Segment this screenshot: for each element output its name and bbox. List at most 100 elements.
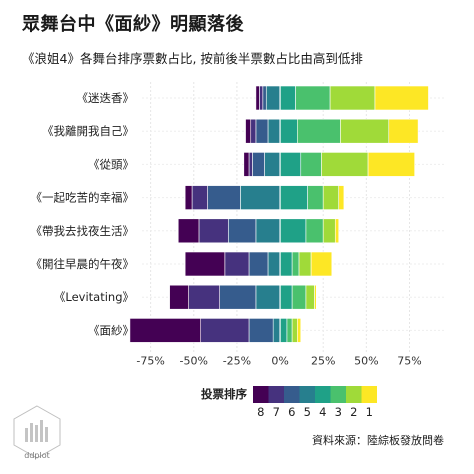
bar-segment-rank-3 [286, 318, 293, 343]
legend-title: 投票排序 [201, 387, 247, 401]
bar-segment-rank-3 [305, 218, 324, 244]
chart-title: 眾舞台中《面紗》明顯落後 [22, 14, 244, 35]
legend-swatch-1 [361, 386, 377, 403]
legend-label: 5 [304, 405, 311, 419]
bar-segment-rank-2 [305, 284, 315, 310]
bar-segment-rank-7 [198, 218, 229, 244]
bar-segment-rank-3 [300, 152, 322, 177]
bar-segment-rank-6 [248, 251, 269, 277]
x-tick-label: 75% [397, 354, 421, 367]
bar-segment-rank-5 [265, 85, 281, 111]
legend-swatch-6 [284, 386, 300, 403]
category-label: 《我離開我自己》 [42, 124, 134, 138]
bar-segment-rank-8 [255, 85, 260, 111]
bar-segment-rank-8 [184, 251, 226, 277]
category-label: 《帶我去找夜生活》 [31, 224, 135, 238]
bar-segment-rank-3 [297, 118, 341, 144]
bar-segment-rank-5 [240, 185, 281, 210]
bar-segment-rank-7 [224, 251, 250, 277]
bar-segment-rank-7 [248, 152, 253, 177]
bar-segment-rank-7 [259, 85, 264, 111]
bar-segment-rank-4 [279, 152, 302, 177]
category-label: 《一起吃苦的幸福》 [31, 191, 135, 205]
bar-segment-rank-6 [248, 318, 274, 343]
bar-segment-rank-8 [129, 318, 201, 343]
ddplot-logo: ddplot [10, 404, 64, 468]
bar-segment-rank-6 [219, 284, 257, 310]
bar-segment-rank-5 [272, 318, 281, 343]
bar-segment-rank-5 [264, 152, 281, 177]
legend-swatch-8 [253, 386, 269, 403]
bar-segment-rank-2 [322, 218, 336, 244]
x-tick-label: 25% [311, 354, 335, 367]
bar-segment-rank-2 [291, 318, 298, 343]
category-label: 《從頭》 [88, 157, 134, 171]
bar-segment-rank-6 [227, 218, 257, 244]
logo-text: ddplot [24, 451, 50, 460]
bar-segment-rank-8 [169, 284, 189, 310]
bar-segment-rank-3 [291, 251, 300, 277]
legend-label: 1 [366, 405, 373, 419]
bar-segment-rank-4 [279, 318, 288, 343]
bar-segment-rank-5 [267, 118, 281, 144]
bar-segment-rank-8 [184, 185, 193, 210]
bar-segment-rank-5 [267, 251, 281, 277]
legend-label: 2 [350, 405, 357, 419]
legend-label: 8 [257, 405, 264, 419]
bar-segment-rank-4 [279, 85, 296, 111]
bar-segment-rank-2 [298, 251, 312, 277]
bar-segment-rank-6 [207, 185, 241, 210]
bar-segment-rank-1 [338, 185, 345, 210]
bar-segment-rank-6 [255, 118, 269, 144]
bar-segment-rank-3 [291, 284, 307, 310]
legend-swatch-2 [346, 386, 362, 403]
x-tick-label: 50% [354, 354, 378, 367]
bar-segment-rank-1 [374, 85, 429, 111]
bar-segment-rank-2 [340, 118, 390, 144]
bar-segment-rank-1 [334, 218, 340, 244]
legend-swatch-3 [330, 386, 346, 403]
bar-segment-rank-4 [279, 251, 293, 277]
legend-label: 4 [319, 405, 326, 419]
bar-segment-rank-4 [279, 185, 308, 210]
legend-swatch-5 [299, 386, 315, 403]
bar-segment-rank-6 [252, 152, 265, 177]
bar-segment-rank-4 [279, 118, 298, 144]
bar-segment-rank-6 [262, 85, 267, 111]
legend-label: 6 [288, 405, 295, 419]
legend-swatch-7 [268, 386, 284, 403]
bar-segment-rank-8 [177, 218, 200, 244]
legend-label: 3 [335, 405, 342, 419]
x-tick-label: -50% [180, 354, 208, 367]
bar-segment-rank-4 [279, 284, 293, 310]
bar-segment-rank-1 [388, 118, 419, 144]
bar-segment-rank-1 [297, 318, 302, 343]
bar-segment-rank-2 [321, 152, 369, 177]
bar-segment-rank-8 [245, 118, 252, 144]
category-label: 《Levitating》 [54, 290, 134, 304]
chart-subtitle: 《浪姐4》各舞台排序票數占比, 按前後半票數占比由高到低排 [22, 51, 363, 66]
bar-segment-rank-5 [255, 218, 281, 244]
bar-segment-rank-2 [329, 85, 376, 111]
bar-segment-rank-1 [314, 284, 317, 310]
bar-segment-rank-5 [255, 284, 281, 310]
bar-segment-rank-1 [310, 251, 333, 277]
x-tick-label: -75% [136, 354, 164, 367]
bar-segment-rank-8 [243, 152, 250, 177]
bar-segment-rank-4 [279, 218, 307, 244]
bar-segment-rank-2 [322, 185, 340, 210]
category-label: 《迷迭香》 [77, 91, 135, 105]
bar-segment-rank-7 [191, 185, 208, 210]
bar-segment-rank-7 [200, 318, 250, 343]
legend-swatch-4 [315, 386, 331, 403]
x-tick-label: 0% [271, 354, 288, 367]
logo-mark-icon [13, 405, 61, 459]
legend-label: 7 [273, 405, 280, 419]
category-label: 《開往早晨的午夜》 [31, 257, 135, 271]
source-caption: 資料來源：陸綜板發放問卷 [312, 434, 444, 447]
bar-segment-rank-7 [188, 284, 220, 310]
category-label: 《面紗》 [88, 323, 134, 337]
bar-segment-rank-3 [295, 85, 331, 111]
x-tick-label: -25% [223, 354, 251, 367]
